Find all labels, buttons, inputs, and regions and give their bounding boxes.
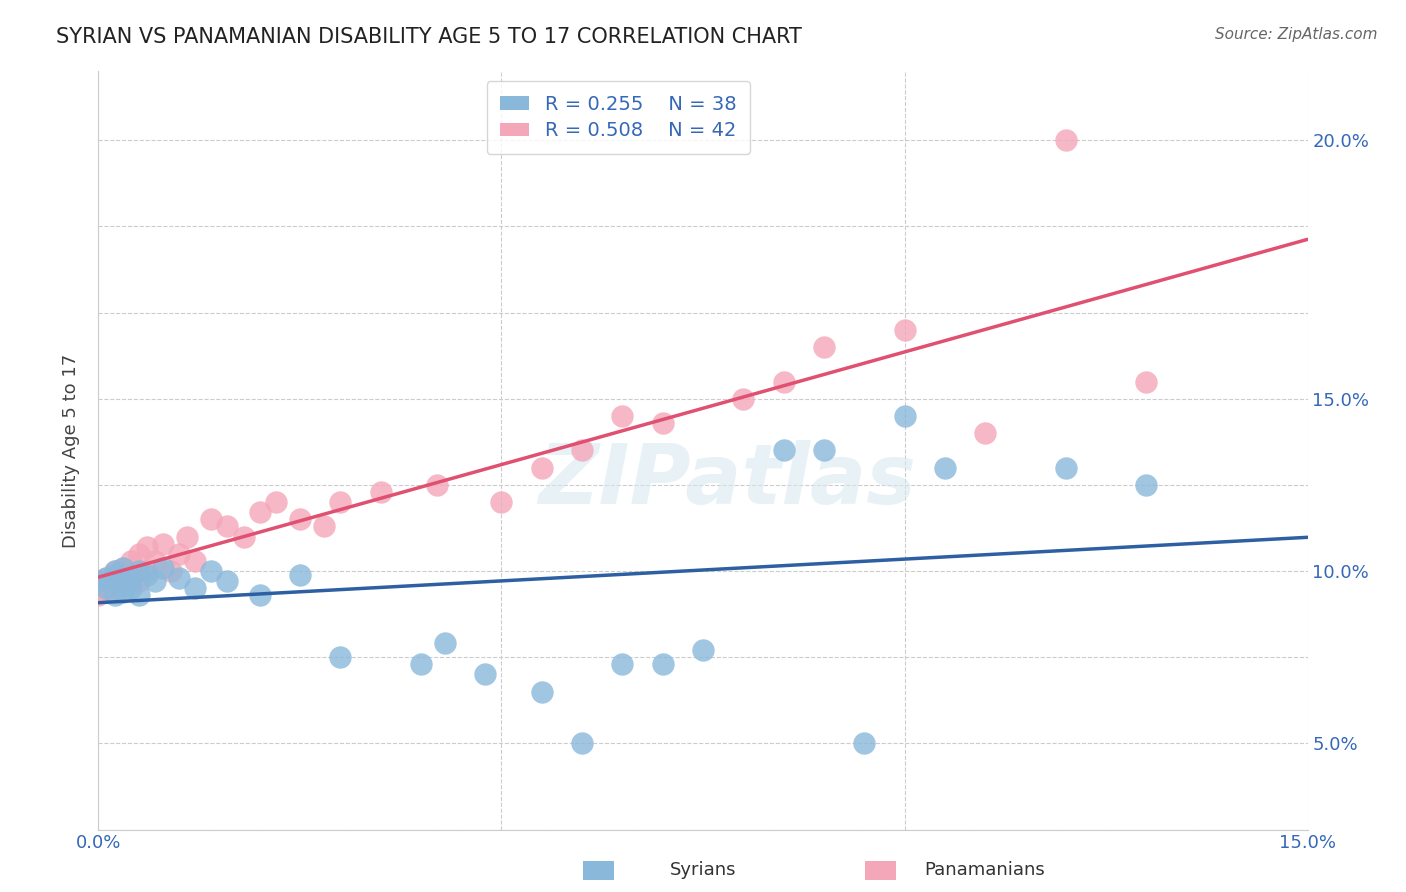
Point — [184, 554, 207, 568]
Text: ZIPatlas: ZIPatlas — [538, 441, 917, 521]
Point — [143, 554, 166, 568]
Point — [111, 567, 134, 582]
Point — [217, 574, 239, 589]
Point — [651, 416, 673, 430]
Point — [152, 560, 174, 574]
Point — [772, 443, 794, 458]
Point — [96, 582, 118, 596]
Point — [120, 554, 142, 568]
Point — [264, 495, 287, 509]
Text: Source: ZipAtlas.com: Source: ZipAtlas.com — [1215, 27, 1378, 42]
Point — [200, 512, 222, 526]
Point — [329, 495, 352, 509]
Text: Syrians: Syrians — [669, 861, 737, 879]
Point — [893, 409, 915, 423]
Point — [111, 560, 134, 574]
Point — [96, 571, 118, 585]
Point — [329, 650, 352, 665]
Point — [111, 584, 134, 599]
Point — [370, 484, 392, 499]
Point — [103, 588, 125, 602]
Legend: R = 0.255    N = 38, R = 0.508    N = 42: R = 0.255 N = 38, R = 0.508 N = 42 — [486, 81, 751, 154]
Point — [217, 519, 239, 533]
Point — [103, 564, 125, 578]
Point — [200, 564, 222, 578]
Point — [135, 540, 157, 554]
Point — [288, 567, 311, 582]
Point — [96, 584, 118, 599]
Point — [120, 571, 142, 585]
Point — [184, 582, 207, 596]
Point — [143, 574, 166, 589]
Point — [893, 323, 915, 337]
Point — [128, 547, 150, 561]
Point — [530, 684, 553, 698]
Point — [974, 426, 997, 441]
Point — [1054, 133, 1077, 147]
Point — [135, 564, 157, 578]
Point — [474, 667, 496, 681]
Point — [96, 571, 118, 585]
Point — [111, 560, 134, 574]
Point — [772, 375, 794, 389]
Point — [249, 588, 271, 602]
Point — [167, 547, 190, 561]
Point — [813, 443, 835, 458]
Point — [934, 460, 956, 475]
Point — [571, 443, 593, 458]
Point — [733, 392, 755, 406]
Point — [232, 530, 254, 544]
Point — [128, 588, 150, 602]
Point — [571, 736, 593, 750]
Point — [612, 409, 634, 423]
Point — [491, 495, 513, 509]
Point — [651, 657, 673, 672]
Point — [103, 564, 125, 578]
Point — [135, 567, 157, 582]
Point — [128, 564, 150, 578]
Point — [87, 574, 110, 589]
Point — [1135, 478, 1157, 492]
Point — [288, 512, 311, 526]
Point — [409, 657, 432, 672]
Point — [692, 643, 714, 657]
Point — [176, 530, 198, 544]
Point — [103, 582, 125, 596]
Point — [103, 567, 125, 582]
Point — [530, 460, 553, 475]
Point — [152, 536, 174, 550]
Point — [111, 574, 134, 589]
Point — [434, 636, 457, 650]
Point — [167, 571, 190, 585]
Point — [111, 578, 134, 592]
Point — [120, 582, 142, 596]
Text: SYRIAN VS PANAMANIAN DISABILITY AGE 5 TO 17 CORRELATION CHART: SYRIAN VS PANAMANIAN DISABILITY AGE 5 TO… — [56, 27, 801, 46]
Point — [120, 571, 142, 585]
Text: Panamanians: Panamanians — [924, 861, 1045, 879]
Point — [612, 657, 634, 672]
Point — [87, 588, 110, 602]
Point — [128, 574, 150, 589]
Point — [249, 506, 271, 520]
Point — [160, 564, 183, 578]
Point — [1054, 460, 1077, 475]
Point — [314, 519, 336, 533]
Point — [853, 736, 876, 750]
Y-axis label: Disability Age 5 to 17: Disability Age 5 to 17 — [62, 353, 80, 548]
Point — [813, 340, 835, 354]
Point — [1135, 375, 1157, 389]
Point — [426, 478, 449, 492]
